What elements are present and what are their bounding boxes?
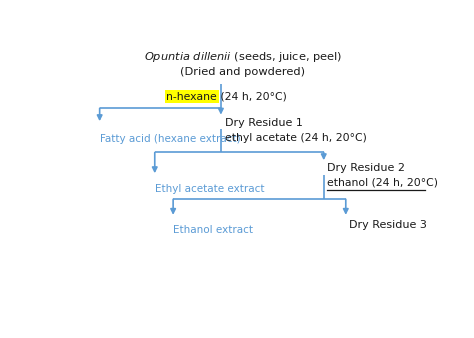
- Text: Dry Residue 2: Dry Residue 2: [328, 163, 405, 173]
- Text: Dry Residue 3: Dry Residue 3: [349, 220, 428, 230]
- Text: Ethyl acetate extract: Ethyl acetate extract: [155, 184, 264, 194]
- Text: Fatty acid (hexane extract): Fatty acid (hexane extract): [100, 134, 240, 144]
- Text: (Dried and powdered): (Dried and powdered): [181, 67, 305, 77]
- Text: Dry Residue 1: Dry Residue 1: [225, 118, 302, 127]
- Text: (24 h, 20°C): (24 h, 20°C): [217, 92, 287, 101]
- Text: n-hexane: n-hexane: [166, 92, 217, 101]
- Text: ethanol (24 h, 20°C): ethanol (24 h, 20°C): [328, 177, 438, 187]
- Text: ethyl acetate (24 h, 20°C): ethyl acetate (24 h, 20°C): [225, 133, 366, 143]
- Text: $\it{Opuntia\ dillenii}$ (seeds, juice, peel): $\it{Opuntia\ dillenii}$ (seeds, juice, …: [144, 50, 342, 65]
- Text: Ethanol extract: Ethanol extract: [173, 225, 253, 235]
